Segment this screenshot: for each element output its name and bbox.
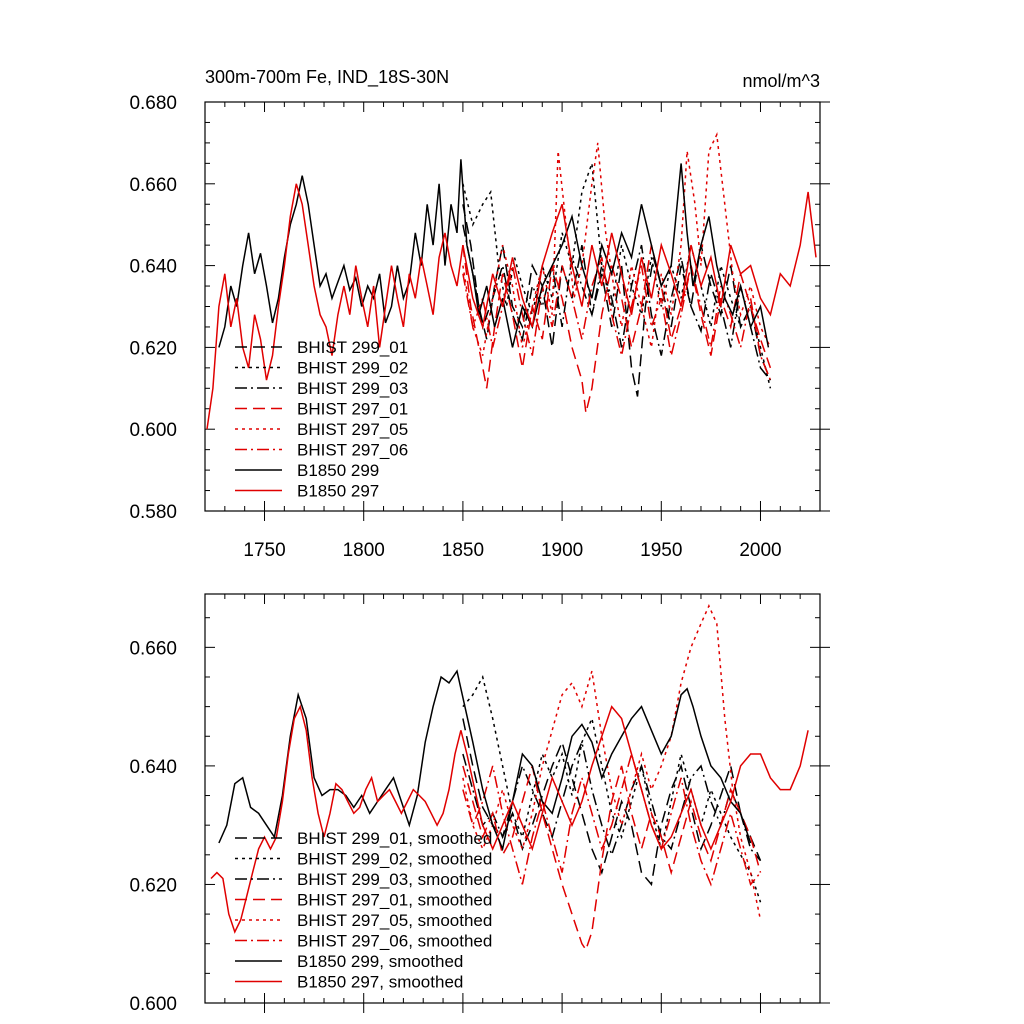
y-tick-label: 0.660 (129, 638, 177, 659)
series-line-2 (462, 163, 772, 389)
bottom-plot: 0.600 0.620 0.640 0.660 BHIST 299_01, smoot… (129, 593, 830, 1015)
series-line-8 (210, 704, 809, 934)
y-tick-label: 0.600 (129, 420, 177, 441)
top-plot-series (206, 132, 817, 430)
legend-label: BHIST 299_02, smoothed (297, 850, 492, 869)
series-line-1 (462, 204, 772, 397)
y-tick-label: 0.640 (129, 757, 177, 778)
legend-label: BHIST 297_05, smoothed (297, 911, 492, 930)
legend-label: BHIST 297_01, smoothed (297, 891, 492, 910)
legend-label: BHIST 299_01, smoothed (297, 829, 492, 848)
y-tick-label: 0.680 (129, 93, 177, 114)
legend-label: B1850 299, smoothed (297, 952, 463, 971)
series-line-7 (218, 159, 770, 348)
series-line-4 (462, 244, 772, 413)
x-tick-label: 1950 (640, 540, 682, 561)
y-tick-label: 0.580 (129, 502, 177, 523)
legend-label: BHIST 299_03 (297, 379, 408, 398)
x-tick-label: 1850 (442, 540, 484, 561)
legend-label: BHIST 297_06 (297, 441, 408, 460)
legend-label: BHIST 297_05 (297, 420, 408, 439)
legend-label: BHIST 299_01 (297, 338, 408, 357)
y-tick-label: 0.640 (129, 257, 177, 278)
legend-label: B1850 297 (297, 482, 379, 501)
series-line-5 (462, 604, 762, 921)
top-plot: 300m-700m Fe, IND_18S-30N nmol/m^3 1750 1… (129, 67, 830, 561)
x-tick-label: 1800 (343, 540, 385, 561)
y-tick-label: 0.620 (129, 875, 177, 896)
top-plot-ticks: 1750 1800 1850 1900 1950 2000 0.580 0.600 0.620 0… (129, 93, 830, 561)
series-line-6 (462, 751, 762, 887)
x-tick-label: 1750 (243, 540, 285, 561)
legend-label: B1850 297, smoothed (297, 973, 463, 992)
y-tick-label: 0.600 (129, 994, 177, 1015)
series-line-5 (462, 132, 772, 356)
legend-label: BHIST 299_03, smoothed (297, 870, 492, 889)
series-line-4 (462, 765, 762, 952)
legend-label: B1850 299 (297, 461, 379, 480)
bottom-plot-legend: BHIST 299_01, smoothed BHIST 299_02, smoo… (235, 829, 492, 992)
chart-title: 300m-700m Fe, IND_18S-30N (205, 67, 449, 88)
series-line-8 (206, 183, 817, 430)
legend-label: BHIST 297_06, smoothed (297, 932, 492, 951)
series-line-7 (218, 669, 752, 852)
x-tick-label: 1900 (541, 540, 583, 561)
bottom-plot-series (210, 604, 809, 952)
series-line-2 (462, 674, 762, 903)
y-tick-label: 0.660 (129, 175, 177, 196)
bottom-plot-frame (204, 593, 821, 1004)
x-tick-label: 2000 (739, 540, 781, 561)
chart-units: nmol/m^3 (743, 71, 820, 91)
legend-label: BHIST 297_01 (297, 400, 408, 419)
bottom-plot-ticks: 0.600 0.620 0.640 0.660 (129, 594, 830, 1015)
legend-label: BHIST 299_02 (297, 359, 408, 378)
top-plot-frame (204, 101, 821, 512)
y-tick-label: 0.620 (129, 338, 177, 359)
